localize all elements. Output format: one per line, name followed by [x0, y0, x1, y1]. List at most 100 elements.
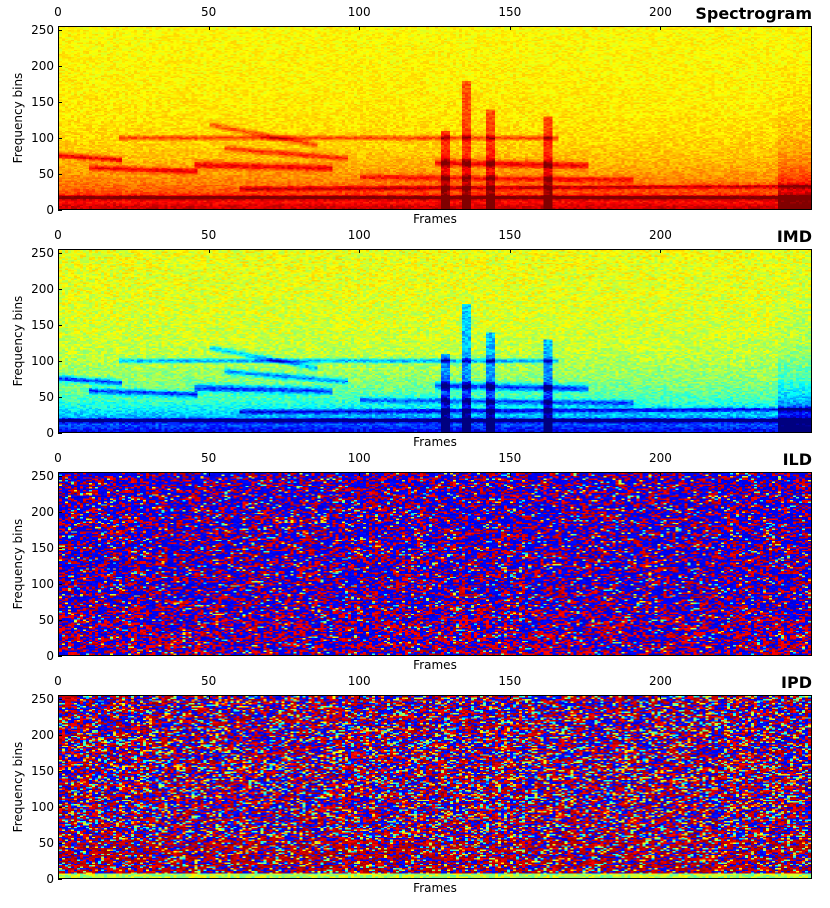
y-tick-label: 50: [38, 613, 54, 628]
heatmap-plot-area: [58, 249, 812, 433]
x-tick-mark: [359, 26, 361, 30]
y-axis-label: Frequency bins: [11, 518, 25, 610]
panel-title: IMD: [776, 227, 812, 246]
x-tick-mark: [208, 472, 210, 476]
y-tick-mark: [58, 102, 62, 104]
y-tick-mark: [58, 433, 62, 434]
y-axis-label: Frequency bins: [11, 741, 25, 833]
y-tick-label: 150: [31, 541, 54, 556]
heatmap-panel-ipd: IPD 0 50 100 150 200 0 50 100 150 200 250 Frames Freq…: [0, 669, 830, 895]
y-tick-label: 150: [31, 764, 54, 779]
heatmap-cells: [59, 473, 811, 655]
x-tick-mark: [660, 472, 662, 476]
panel-title: ILD: [782, 450, 812, 469]
x-tick-label: 100: [347, 451, 371, 465]
x-tick-label: 150: [498, 228, 522, 242]
heatmap-cells: [59, 696, 811, 878]
x-tick-label: 200: [648, 228, 672, 242]
y-tick-mark: [58, 253, 62, 255]
y-tick-label: 250: [31, 692, 54, 707]
x-tick-mark: [208, 695, 210, 699]
x-tick-mark: [509, 249, 511, 253]
x-tick-label: 0: [54, 674, 62, 688]
x-tick-label: 0: [54, 451, 62, 465]
x-tick-label: 100: [347, 674, 371, 688]
y-tick-label: 50: [38, 836, 54, 851]
x-tick-label: 50: [200, 451, 217, 465]
x-tick-mark: [359, 249, 361, 253]
y-tick-label: 0: [46, 203, 54, 217]
y-tick-mark: [58, 289, 62, 291]
y-tick-mark: [58, 397, 62, 399]
x-tick-label: 150: [498, 451, 522, 465]
y-tick-label: 250: [31, 469, 54, 484]
y-tick-label: 200: [31, 728, 54, 743]
x-tick-label: 200: [648, 5, 672, 19]
y-tick-label: 200: [31, 59, 54, 74]
y-tick-mark: [58, 807, 62, 809]
y-tick-mark: [58, 476, 62, 478]
heatmap-cells: [59, 250, 811, 432]
x-tick-label: 150: [498, 674, 522, 688]
heatmap-panel-imd: IMD 0 50 100 150 200 0 50 100 150 200 250 Frames Freq…: [0, 223, 830, 449]
y-tick-label: 150: [31, 318, 54, 333]
y-tick-label: 250: [31, 246, 54, 261]
y-tick-mark: [58, 325, 62, 327]
y-tick-mark: [58, 138, 62, 140]
x-tick-mark: [58, 472, 59, 476]
x-tick-mark: [509, 695, 511, 699]
panel-title: IPD: [781, 673, 812, 692]
x-tick-label: 0: [54, 5, 62, 19]
x-tick-mark: [58, 26, 59, 30]
y-tick-mark: [58, 66, 62, 68]
heatmap-plot-area: [58, 695, 812, 879]
x-tick-mark: [58, 249, 59, 253]
x-tick-label: 200: [648, 674, 672, 688]
x-tick-mark: [660, 249, 662, 253]
y-tick-label: 200: [31, 505, 54, 520]
heatmap-plot-area: [58, 472, 812, 656]
y-tick-mark: [58, 30, 62, 32]
y-tick-mark: [58, 361, 62, 363]
y-tick-label: 50: [38, 390, 54, 405]
y-tick-mark: [58, 843, 62, 845]
y-tick-mark: [58, 548, 62, 550]
x-tick-label: 50: [200, 228, 217, 242]
x-tick-mark: [208, 26, 210, 30]
y-tick-label: 250: [31, 23, 54, 38]
x-tick-mark: [660, 26, 662, 30]
y-tick-label: 100: [31, 354, 54, 369]
heatmap-plot-area: [58, 26, 812, 210]
y-tick-label: 200: [31, 282, 54, 297]
y-tick-mark: [58, 620, 62, 622]
y-tick-mark: [58, 210, 62, 211]
x-tick-mark: [359, 695, 361, 699]
y-tick-mark: [58, 512, 62, 514]
y-tick-mark: [58, 771, 62, 773]
x-tick-label: 100: [347, 228, 371, 242]
heatmap-cells: [59, 27, 811, 209]
x-tick-mark: [509, 26, 511, 30]
x-axis-label: Frames: [413, 435, 457, 449]
y-axis-label: Frequency bins: [11, 72, 25, 164]
x-axis-label: Frames: [413, 212, 457, 226]
y-tick-label: 0: [46, 649, 54, 663]
x-tick-mark: [58, 695, 59, 699]
x-axis-label: Frames: [413, 658, 457, 672]
x-tick-label: 100: [347, 5, 371, 19]
heatmap-panel-spectrogram: Spectrogram 0 50 100 150 200 0 50 100 150 200 250 Fr…: [0, 0, 830, 226]
x-axis-label: Frames: [413, 881, 457, 895]
y-tick-mark: [58, 735, 62, 737]
x-tick-mark: [359, 472, 361, 476]
x-tick-mark: [208, 249, 210, 253]
x-tick-label: 200: [648, 451, 672, 465]
y-tick-mark: [58, 656, 62, 657]
x-tick-label: 150: [498, 5, 522, 19]
x-tick-label: 0: [54, 228, 62, 242]
y-tick-label: 150: [31, 95, 54, 110]
heatmap-panel-ild: ILD 0 50 100 150 200 0 50 100 150 200 250 Frames Freq…: [0, 446, 830, 672]
y-tick-mark: [58, 879, 62, 880]
y-tick-label: 100: [31, 577, 54, 592]
y-tick-label: 0: [46, 426, 54, 440]
x-tick-label: 50: [200, 5, 217, 19]
